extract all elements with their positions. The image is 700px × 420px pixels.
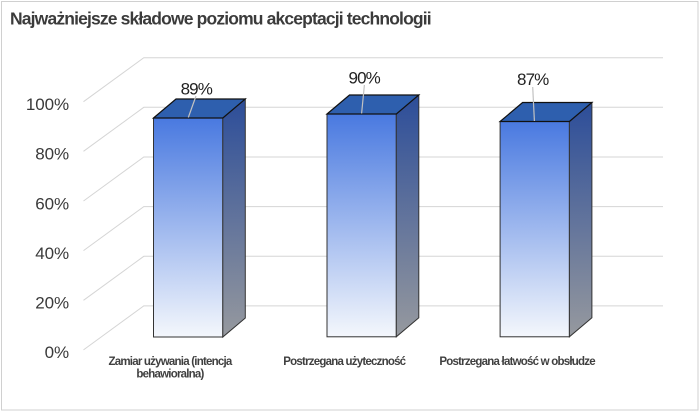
- svg-text:80%: 80%: [35, 145, 69, 164]
- svg-text:89%: 89%: [181, 80, 213, 99]
- svg-text:40%: 40%: [35, 244, 69, 263]
- svg-text:0%: 0%: [45, 343, 69, 362]
- svg-text:60%: 60%: [35, 194, 69, 213]
- svg-text:Najważniejsze składowe poziomu: Najważniejsze składowe poziomu akceptacj…: [10, 9, 431, 29]
- svg-text:20%: 20%: [35, 294, 69, 313]
- svg-text:100%: 100%: [26, 95, 69, 114]
- svg-text:Postrzegana łatwość w obsłudze: Postrzegana łatwość w obsłudze: [439, 356, 595, 368]
- svg-text:Postrzegana użyteczność: Postrzegana użyteczność: [283, 356, 406, 368]
- svg-text:90%: 90%: [349, 69, 381, 88]
- svg-text:87%: 87%: [517, 70, 549, 89]
